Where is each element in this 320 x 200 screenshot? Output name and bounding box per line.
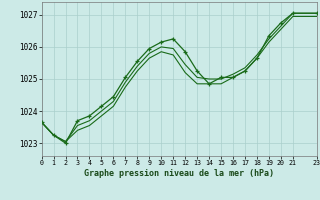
X-axis label: Graphe pression niveau de la mer (hPa): Graphe pression niveau de la mer (hPa): [84, 169, 274, 178]
